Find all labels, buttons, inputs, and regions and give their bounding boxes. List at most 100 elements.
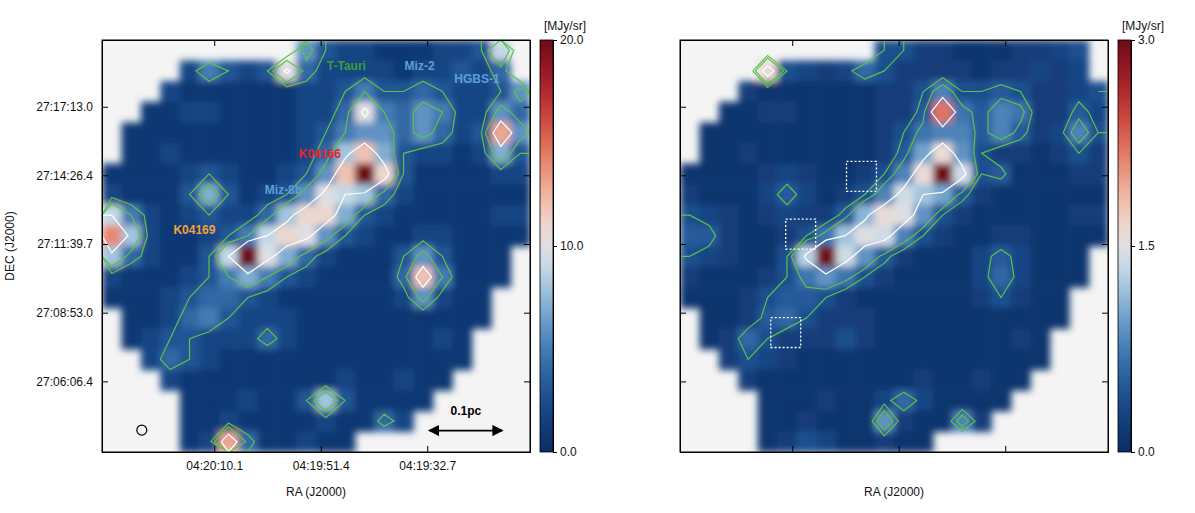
cell [297, 349, 317, 370]
cell [894, 349, 914, 370]
cell [758, 205, 778, 226]
cell [180, 246, 200, 267]
tick: 0.0 [553, 445, 577, 459]
cell [355, 267, 375, 288]
cell [160, 267, 180, 288]
cell [991, 61, 1011, 82]
cell [238, 184, 258, 205]
cell [855, 328, 875, 349]
cell [1011, 370, 1031, 391]
tick-mark [102, 175, 108, 176]
cell [1089, 205, 1108, 226]
cell [1069, 267, 1089, 288]
cell [875, 225, 895, 246]
cell [472, 267, 492, 288]
cell [913, 431, 933, 452]
cell [413, 390, 433, 411]
cell [1011, 287, 1031, 308]
cell [452, 328, 472, 349]
cell [991, 205, 1011, 226]
no-data-area [680, 40, 1108, 452]
cell [855, 122, 875, 143]
cell [1069, 205, 1089, 226]
cell [316, 184, 336, 205]
cell [374, 328, 394, 349]
cell [394, 308, 414, 329]
cell [238, 143, 258, 164]
cell [738, 81, 758, 102]
cell [797, 328, 817, 349]
tick: 0.0 [1131, 445, 1155, 459]
cell [355, 164, 375, 185]
cell [894, 225, 914, 246]
cell [374, 246, 394, 267]
cell [374, 287, 394, 308]
cell [335, 164, 355, 185]
source-label: Miz-2 [405, 59, 435, 73]
tick-mark [102, 107, 108, 108]
cell [258, 308, 278, 329]
tick-mark [553, 40, 557, 41]
cell [472, 246, 492, 267]
cell [777, 102, 797, 123]
cell [855, 102, 875, 123]
cell [258, 411, 278, 432]
cell [836, 184, 856, 205]
tick [680, 175, 686, 176]
cell [238, 390, 258, 411]
cell [511, 164, 530, 185]
cell [355, 349, 375, 370]
tick-mark [899, 446, 900, 452]
cell [297, 102, 317, 123]
tick [1102, 313, 1108, 314]
cell [141, 184, 161, 205]
cell [141, 164, 161, 185]
cell [1011, 184, 1031, 205]
cell [355, 246, 375, 267]
cell [180, 267, 200, 288]
cell [374, 390, 394, 411]
cell [102, 164, 122, 185]
cell [121, 328, 141, 349]
cell [219, 411, 239, 432]
plot-area [102, 40, 530, 452]
cell [777, 390, 797, 411]
cell [1011, 349, 1031, 370]
cell [1011, 164, 1031, 185]
cell [160, 287, 180, 308]
cell [102, 184, 122, 205]
cell [1089, 143, 1108, 164]
cell [452, 349, 472, 370]
cell [199, 184, 219, 205]
cell [777, 164, 797, 185]
cell [797, 164, 817, 185]
tick-mark [427, 446, 428, 452]
tick [524, 175, 530, 176]
cell [316, 431, 336, 452]
cell [1050, 61, 1070, 82]
cell [394, 287, 414, 308]
cell [699, 308, 719, 329]
cell [180, 370, 200, 391]
cell [160, 370, 180, 391]
cell [141, 308, 161, 329]
cell [855, 349, 875, 370]
y-axis-title: DEC (J2000) [3, 211, 17, 280]
cell [816, 246, 836, 267]
cell [933, 411, 953, 432]
cell [797, 61, 817, 82]
cell [991, 184, 1011, 205]
x-axis-top [103, 40, 531, 46]
cell [394, 122, 414, 143]
tick: 27:08:53.0 [36, 306, 108, 320]
source-label: Miz-8b [265, 183, 302, 197]
cell [972, 390, 992, 411]
cell [277, 431, 297, 452]
tick [792, 40, 793, 46]
cell [452, 205, 472, 226]
cell [511, 205, 530, 226]
cell [933, 328, 953, 349]
cell [277, 122, 297, 143]
cell [297, 81, 317, 102]
cell [374, 184, 394, 205]
